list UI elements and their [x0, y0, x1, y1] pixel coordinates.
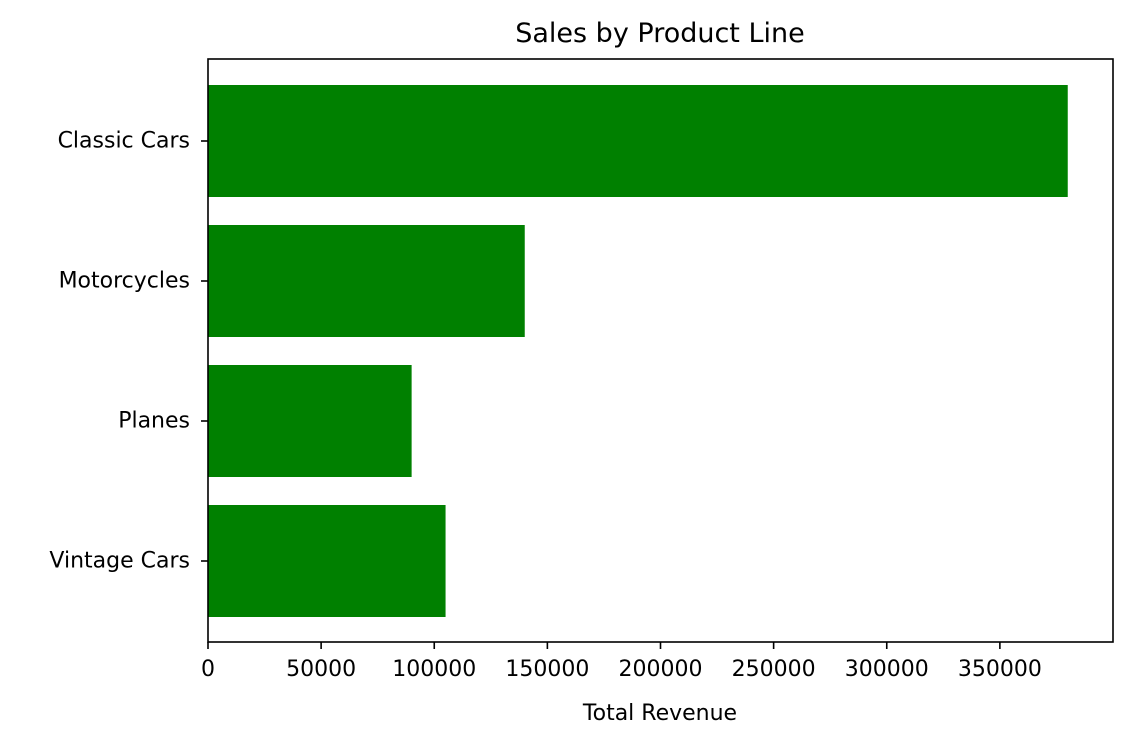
bar-planes — [208, 365, 412, 477]
y-tick-label: Planes — [118, 409, 190, 434]
bar-motorcycles — [208, 225, 525, 337]
chart-title: Sales by Product Line — [515, 18, 805, 49]
y-tick-label: Vintage Cars — [49, 549, 190, 574]
y-tick-label: Motorcycles — [59, 269, 190, 294]
x-tick-label: 150000 — [505, 657, 589, 682]
ticks-layer: Classic Cars Motorcycles Planes Vintage Car… — [49, 129, 1041, 683]
x-tick-label: 350000 — [958, 657, 1042, 682]
plot-frame — [207, 58, 1114, 643]
x-tick-label: 0 — [201, 657, 215, 682]
x-tick-label: 100000 — [392, 657, 476, 682]
bars-layer — [208, 85, 1068, 617]
bar-classic-cars — [208, 85, 1068, 197]
x-tick-label: 200000 — [619, 657, 703, 682]
x-axis-label: Total Revenue — [582, 701, 737, 726]
x-tick-label: 250000 — [732, 657, 816, 682]
y-tick-label: Classic Cars — [58, 129, 190, 154]
bar-vintage-cars — [208, 505, 446, 617]
x-tick-label: 50000 — [286, 657, 356, 682]
x-tick-label: 300000 — [845, 657, 929, 682]
